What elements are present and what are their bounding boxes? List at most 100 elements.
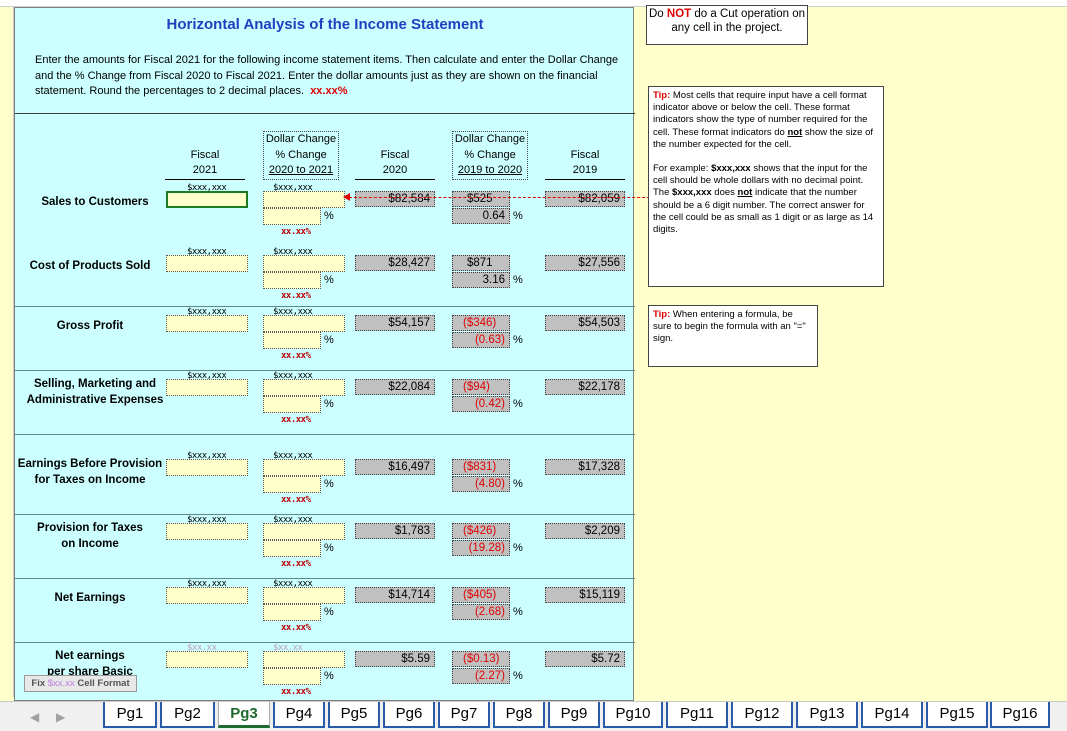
sheet-tab-pg15[interactable]: Pg15: [926, 702, 988, 728]
row-label-line: Sales to Customers: [41, 196, 149, 208]
sheet-tab-pg14[interactable]: Pg14: [861, 702, 923, 728]
row-separator: [15, 514, 635, 515]
format-indicator: $xx.xx: [273, 643, 303, 653]
fiscal-2021-input[interactable]: [166, 255, 248, 272]
dollar-change-value: ($831): [452, 459, 510, 475]
percent-change-input[interactable]: [263, 332, 321, 349]
percent-sign: %: [513, 210, 523, 222]
percent-change-input[interactable]: [263, 668, 321, 685]
prev-sheet-arrow-icon[interactable]: ◀: [30, 710, 40, 724]
arrow-head-icon: [343, 193, 350, 201]
fiscal-2019-value: $27,556: [545, 255, 625, 271]
row-label-line: Administrative Expenses: [26, 394, 164, 406]
percent-format-indicator: xx.xx%: [281, 495, 311, 505]
percent-change-input[interactable]: [263, 540, 321, 557]
header-dc2-line2: % Change: [464, 148, 516, 161]
header-fiscal-2020-line2: 2020: [382, 164, 408, 176]
tip1-ex2: shows that the input for the cell should…: [653, 163, 868, 199]
sheet-tab-pg1[interactable]: Pg1: [103, 702, 157, 728]
tip1-ex1: For example:: [653, 163, 712, 175]
header-dollar-change-2020-2021: Dollar Change % Change 2020 to 2021: [263, 131, 339, 180]
dollar-change-value: $525: [452, 191, 510, 207]
page-title: Horizontal Analysis of the Income Statem…: [166, 16, 484, 33]
sheet-tab-pg5[interactable]: Pg5: [328, 702, 380, 728]
sheet-tab-pg9[interactable]: Pg9: [548, 702, 600, 728]
row-label: Provision for Taxes on Income: [20, 520, 160, 552]
sheet-tab-pg4[interactable]: Pg4: [273, 702, 325, 728]
fiscal-2019-value: $15,119: [545, 587, 625, 603]
row-label-line: Gross Profit: [56, 320, 124, 332]
row-separator: [15, 306, 635, 307]
percent-change-input[interactable]: [263, 396, 321, 413]
header-dc2-line1: Dollar Change: [454, 133, 526, 145]
dollar-change-value: ($405): [452, 587, 510, 603]
percent-change-input[interactable]: [263, 208, 321, 225]
tip1-label: Tip:: [653, 90, 671, 101]
sheet-tab-pg12[interactable]: Pg12: [731, 702, 793, 728]
tip-box-format: Tip: Most cells that require input have …: [648, 86, 884, 287]
dollar-change-input[interactable]: [263, 379, 345, 396]
row-label-line: Cost of Products Sold: [29, 260, 151, 272]
dollar-change-input[interactable]: [263, 459, 345, 476]
worksheet-panel: Horizontal Analysis of the Income Statem…: [14, 7, 665, 701]
percent-format-indicator: xx.xx%: [281, 351, 311, 361]
percent-change-input[interactable]: [263, 476, 321, 493]
fiscal-2019-value: $5.72: [545, 651, 625, 667]
fiscal-2019-value: $2,209: [545, 523, 625, 539]
sheet-tab-pg2[interactable]: Pg2: [160, 702, 215, 728]
percent-format-indicator: xx.xx%: [281, 291, 311, 301]
row-label-line: Provision for Taxes: [37, 522, 143, 534]
tip-box-formula: Tip: When entering a formula, be sure to…: [648, 305, 818, 367]
instructions-text: Enter the amounts for Fiscal 2021 for th…: [35, 54, 619, 97]
percent-change-input[interactable]: [263, 604, 321, 621]
fix-button-prefix: Fix: [31, 678, 48, 689]
header-fiscal-2019-line1: Fiscal: [570, 149, 600, 161]
fiscal-2021-input[interactable]: [166, 191, 248, 208]
format-indicator: $xxx,xxx: [187, 515, 227, 525]
row-label: Selling, Marketing and Administrative Exp…: [20, 376, 170, 408]
row-label-line: for Taxes on Income: [34, 474, 146, 486]
dollar-change-input[interactable]: [263, 191, 345, 208]
fix-cell-format-button[interactable]: Fix $xx.xx Cell Format: [24, 675, 137, 692]
fiscal-2021-input[interactable]: [166, 315, 248, 332]
header-fiscal-2021: Fiscal 2021: [165, 148, 245, 178]
sheet-tab-pg13[interactable]: Pg13: [796, 702, 858, 728]
sheet-tab-pg11[interactable]: Pg11: [666, 702, 728, 728]
percent-change-input[interactable]: [263, 272, 321, 289]
top-separator: [15, 113, 635, 114]
tip1-exb3: not: [737, 187, 753, 199]
fiscal-2021-input[interactable]: [166, 379, 248, 396]
dollar-change-input[interactable]: [263, 315, 345, 332]
fiscal-2021-input[interactable]: [166, 651, 248, 668]
row-separator: [15, 370, 635, 371]
fiscal-2021-input[interactable]: [166, 587, 248, 604]
row-separator: [15, 578, 635, 579]
format-indicator: $xx.xx: [187, 643, 217, 653]
next-sheet-arrow-icon[interactable]: ▶: [56, 710, 66, 724]
sheet-tab-pg6[interactable]: Pg6: [383, 702, 435, 728]
dollar-change-input[interactable]: [263, 587, 345, 604]
format-indicator: $xxx,xxx: [187, 183, 227, 193]
fiscal-2020-value: $54,157: [355, 315, 435, 331]
dollar-change-input[interactable]: [263, 523, 345, 540]
sheet-tab-pg7[interactable]: Pg7: [438, 702, 490, 728]
dollar-change-input[interactable]: [263, 255, 345, 272]
sheet-tab-pg16[interactable]: Pg16: [990, 702, 1050, 728]
fiscal-2021-input[interactable]: [166, 523, 248, 540]
format-indicator: $xxx,xxx: [273, 371, 313, 381]
dollar-change-value: ($346): [452, 315, 510, 331]
sheet-tab-pg10[interactable]: Pg10: [603, 702, 663, 728]
percent-sign: %: [513, 334, 523, 346]
tip1-exb1: $xxx,xxx: [711, 163, 751, 175]
format-indicator: $xxx,xxx: [273, 247, 313, 257]
header-fiscal-2021-line1: Fiscal: [190, 149, 220, 161]
dollar-change-input[interactable]: [263, 651, 345, 668]
fiscal-2019-value: $54,503: [545, 315, 625, 331]
percent-sign: %: [513, 670, 523, 682]
fiscal-2021-input[interactable]: [166, 459, 248, 476]
percent-format-indicator: xx.xx%: [281, 415, 311, 425]
sheet-tab-pg8[interactable]: Pg8: [493, 702, 545, 728]
sheet-tab-pg3[interactable]: Pg3: [218, 702, 270, 728]
percent-change-value: (0.63): [452, 332, 510, 348]
format-indicator: $xxx,xxx: [273, 307, 313, 317]
